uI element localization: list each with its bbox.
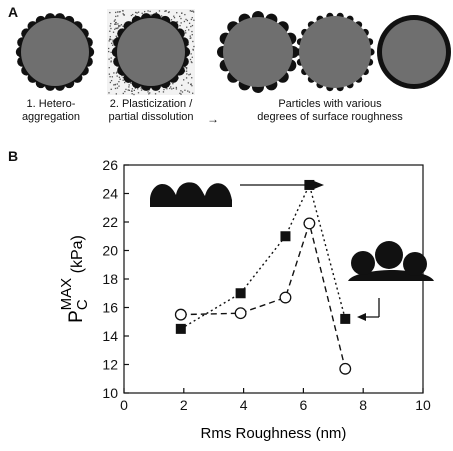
y-tick-label: 16 (102, 300, 118, 316)
series-1-point (235, 288, 246, 299)
caption-line-2: aggregation (21, 111, 81, 123)
particle-plasticized (107, 9, 195, 96)
caption-line-6: degrees of surface roughness (257, 111, 403, 123)
caption-plasticization: 2. Plasticization / partial dissolution (96, 98, 206, 124)
rough-surface-inset (150, 181, 324, 207)
process-arrow: → (207, 112, 219, 126)
x-axis-label: Rms Roughness (nm) (201, 425, 347, 442)
series-1-point (280, 231, 291, 242)
x-tick-label: 8 (359, 397, 367, 413)
particle-smooth (377, 15, 451, 89)
caption-line-5: Particles with various (278, 98, 382, 110)
panel-label-a: A (8, 4, 19, 20)
particle-rough-high (217, 11, 299, 93)
particle-heteroaggregated (15, 13, 95, 91)
series-1-line (180, 182, 346, 330)
series-2-point (279, 291, 292, 304)
x-tick-label: 10 (415, 397, 431, 413)
x-tick-label: 4 (240, 397, 248, 413)
series-2-point (339, 362, 352, 375)
panel-label-b: B (8, 148, 19, 164)
y-tick-label: 22 (102, 214, 118, 230)
series-1-point (175, 323, 186, 334)
series-2-point (174, 308, 187, 321)
y-axis-label: PCMAX (kPa) (58, 235, 91, 323)
x-tick-label: 6 (300, 397, 308, 413)
series-2-line (180, 220, 346, 369)
y-tick-label: 24 (102, 186, 118, 202)
x-tick-label: 0 (120, 397, 128, 413)
y-tick-label: 20 (102, 243, 118, 259)
inset-arrow-head (357, 313, 366, 321)
series-1-point (340, 313, 351, 324)
particle-schematic (15, 9, 451, 96)
caption-particles: Particles with various degrees of surfac… (240, 98, 420, 124)
chart-insets (150, 181, 434, 321)
y-tick-label: 18 (102, 271, 118, 287)
caption-line-4: partial dissolution (108, 111, 194, 123)
caption-line-1: 1. Hetero- (26, 98, 76, 110)
x-tick-label: 2 (180, 397, 188, 413)
caption-heteroaggregation: 1. Hetero- aggregation (10, 98, 92, 124)
particle-rough-low (295, 12, 375, 92)
series-2-point (234, 307, 247, 320)
chart-series (174, 179, 352, 375)
caption-line-3: 2. Plasticization / (109, 98, 193, 110)
y-tick-label: 10 (102, 385, 118, 401)
series-2-point (303, 217, 316, 230)
y-tick-label: 12 (102, 357, 118, 373)
particle-surface-inset (348, 241, 434, 321)
inset-arrow-head (314, 181, 324, 189)
y-tick-label: 14 (102, 328, 118, 344)
y-tick-label: 26 (102, 157, 118, 173)
